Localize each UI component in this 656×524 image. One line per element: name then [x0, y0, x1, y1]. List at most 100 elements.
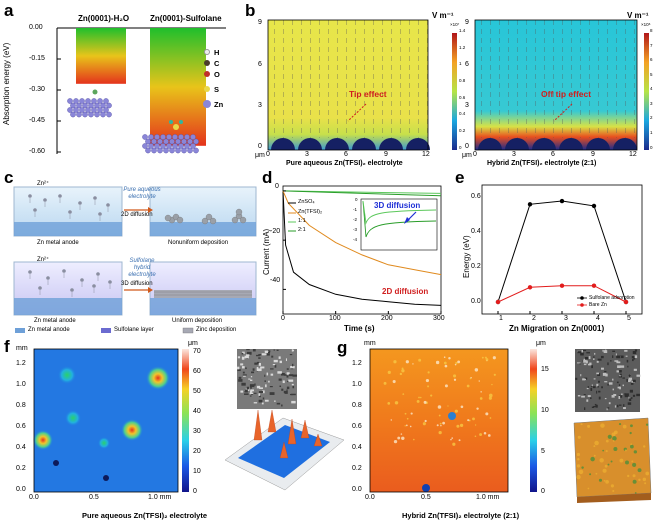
- zn-atom: [193, 147, 199, 154]
- e-point: [559, 198, 565, 204]
- surface-grain: [629, 431, 632, 435]
- e-xtick: 4: [596, 315, 600, 322]
- zn-atom: [145, 147, 151, 154]
- sem-grain: [633, 379, 636, 383]
- sem-grain: [288, 374, 294, 377]
- e-legend-bare: Bare Zn: [589, 302, 607, 308]
- sem-grain: [589, 362, 592, 366]
- sem-grain: [259, 395, 261, 398]
- sem-grain: [632, 394, 636, 397]
- sem-grain: [258, 357, 261, 359]
- sem-grain: [264, 399, 269, 402]
- a-legend-s: S: [214, 85, 220, 94]
- zn-atom: [193, 138, 199, 145]
- map-speck: [424, 419, 427, 423]
- sem-grain: [631, 397, 633, 399]
- b-cbar-tick: 0.6: [459, 95, 466, 100]
- sem-grain: [618, 375, 622, 378]
- sem-grain: [291, 349, 294, 352]
- zn-atom: [142, 143, 148, 149]
- zn-atom: [142, 134, 148, 140]
- b-cbar-tick: 0.8: [459, 78, 466, 83]
- sem-grain: [250, 386, 252, 389]
- map-speck: [393, 439, 398, 444]
- map-speck: [438, 414, 441, 417]
- sem-grain: [246, 351, 252, 355]
- g-ytick: 1.0: [352, 381, 362, 388]
- g-ytick: 0.4: [352, 444, 362, 451]
- sem-grain: [241, 352, 244, 355]
- map-speck: [404, 425, 406, 427]
- surface-grain: [602, 468, 607, 473]
- sem-grain: [587, 363, 591, 366]
- e-legend-sulfolane: Sulfolane adsorption: [589, 295, 635, 301]
- map-speck: [457, 360, 461, 364]
- sem-grain: [577, 351, 582, 354]
- sem-grain: [627, 365, 629, 368]
- sem-grain: [256, 366, 259, 370]
- zn-atom: [175, 147, 181, 154]
- b-axis-unit: μm: [255, 152, 265, 159]
- sem-grain: [616, 370, 620, 373]
- f-cbar-tick: 0: [193, 488, 197, 495]
- surface-grain: [580, 423, 583, 426]
- e-point: [527, 285, 533, 290]
- zn-ion: [33, 208, 37, 212]
- sem-grain: [252, 368, 255, 371]
- surface-peak: [313, 433, 323, 447]
- map-speck: [404, 412, 407, 415]
- sem-grain: [246, 354, 250, 356]
- sem-grain: [591, 384, 593, 386]
- sem-grain: [268, 350, 271, 353]
- surface-grain: [612, 489, 615, 493]
- sem-grain: [241, 382, 246, 386]
- map-speck: [410, 412, 413, 415]
- sem-grain: [269, 386, 273, 388]
- sem-grain: [264, 374, 266, 377]
- sem-grain: [631, 356, 635, 359]
- zn-atom: [163, 138, 169, 145]
- sem-grain: [628, 380, 631, 383]
- d-xtick: 200: [381, 315, 393, 322]
- b-cbar-tick-r: 4: [650, 86, 653, 91]
- b-cbar-exp-r: ×10⁶: [641, 22, 651, 27]
- a-col2-title: Zn(0001)-Sulfolane: [150, 14, 222, 23]
- sem-grain: [287, 380, 289, 383]
- map-speck: [476, 407, 479, 410]
- zn-atom: [76, 102, 82, 109]
- map-speck: [405, 360, 409, 364]
- zn-atom: [154, 143, 160, 149]
- panel-f-label: f: [4, 337, 10, 356]
- g-ytick: 0.0: [352, 486, 362, 493]
- surface-grain: [595, 472, 598, 475]
- sem-grain: [602, 372, 607, 376]
- zn-atom: [91, 98, 97, 104]
- map-speck: [489, 417, 492, 419]
- map-speck: [402, 393, 405, 395]
- panel-e-label: e: [455, 168, 465, 187]
- map-speck: [444, 384, 448, 388]
- sem-grain: [292, 374, 297, 377]
- sem-grain: [614, 405, 617, 408]
- sem-grain: [598, 396, 601, 400]
- b-cbar-tick-r: 3: [650, 101, 653, 106]
- sem-grain: [238, 376, 242, 379]
- map-speck: [416, 399, 420, 403]
- map-speck: [390, 419, 393, 421]
- b-xtick: 6: [344, 151, 348, 158]
- e-point: [559, 283, 565, 288]
- map-speck: [425, 378, 430, 383]
- sem-grain: [619, 375, 621, 377]
- zn-nucleus: [559, 138, 583, 150]
- surface-grain: [577, 435, 581, 439]
- surface-grain: [589, 473, 592, 476]
- f-cbar-tick: 30: [193, 428, 201, 435]
- sem-grain: [601, 386, 603, 389]
- sem-grain: [604, 349, 607, 353]
- b-cbar-tick-r: 1: [650, 130, 653, 135]
- b-cbar-tick: 0: [459, 145, 462, 150]
- sem-grain: [276, 402, 281, 405]
- b-cbar-tick-r: 2: [650, 115, 653, 120]
- sem-grain: [252, 392, 257, 394]
- a-legend-zn: Zn: [214, 100, 224, 109]
